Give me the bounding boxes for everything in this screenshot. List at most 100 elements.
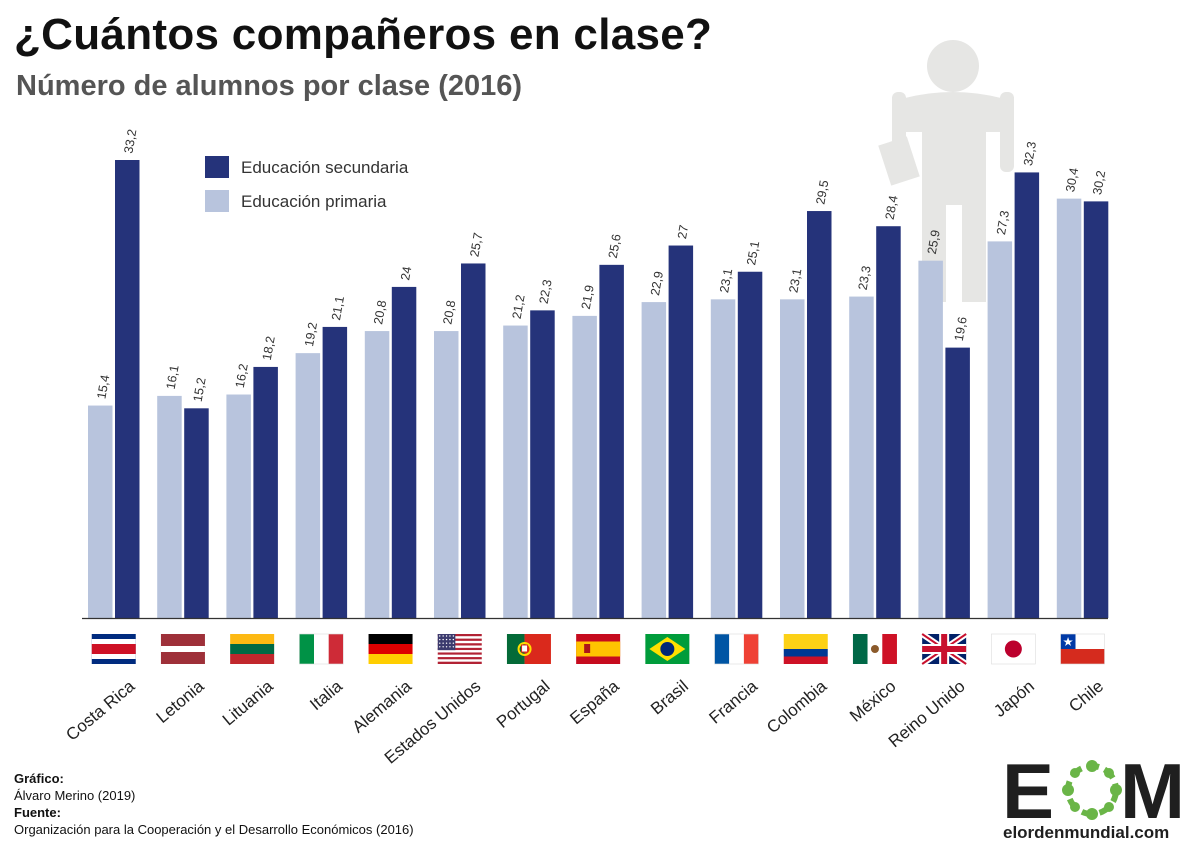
chart-subtitle: Número de alumnos por clase (2016) <box>16 70 523 102</box>
flag-germany-icon <box>368 634 413 664</box>
value-label-secondary: 15,2 <box>191 376 209 402</box>
value-label-primary: 16,1 <box>164 364 182 390</box>
flag-portugal-icon <box>506 634 551 664</box>
chart-title: ¿Cuántos compañeros en clase? <box>14 10 713 59</box>
bar-primary <box>157 395 182 618</box>
flag-japan-icon <box>991 633 1036 665</box>
category-label: Lituania <box>219 676 277 729</box>
value-label-secondary: 18,2 <box>260 335 278 361</box>
bar-primary <box>434 331 459 618</box>
bar-secondary <box>1014 172 1040 619</box>
category-label: Francia <box>705 676 761 727</box>
flag-usa-icon <box>437 634 482 664</box>
value-label-secondary: 24 <box>398 265 414 281</box>
bar-secondary <box>253 366 278 618</box>
category-label: México <box>846 677 899 726</box>
category-label: Letonia <box>153 676 208 727</box>
value-label-primary: 23,1 <box>786 267 804 293</box>
bar-primary <box>572 315 597 618</box>
grafico-label: Gráfico: <box>14 771 64 786</box>
value-label-primary: 21,2 <box>510 294 528 320</box>
value-label-primary: 22,9 <box>648 270 666 296</box>
value-label-secondary: 25,1 <box>744 240 762 266</box>
value-label-secondary: 22,3 <box>537 278 555 304</box>
value-label-primary: 30,4 <box>1063 167 1081 193</box>
value-label-secondary: 30,2 <box>1090 169 1108 195</box>
bar-primary <box>364 331 390 618</box>
bar-secondary <box>668 245 694 618</box>
legend-swatch-secondary <box>205 156 229 178</box>
bar-primary <box>780 299 805 618</box>
legend-swatch-primary <box>205 190 229 212</box>
bar-primary <box>88 405 113 618</box>
category-label: Italia <box>306 676 346 714</box>
grafico-value: Álvaro Merino (2019) <box>14 788 136 803</box>
bar-secondary <box>184 408 209 618</box>
value-label-secondary: 28,4 <box>883 194 901 220</box>
legend-label-primary: Educación primaria <box>241 192 387 211</box>
student-silhouette-icon <box>878 40 1014 302</box>
value-label-secondary: 27 <box>675 224 691 240</box>
bar-secondary <box>876 226 901 619</box>
bar-secondary <box>945 347 970 618</box>
bar-secondary <box>530 310 555 618</box>
category-label: Reino Unido <box>885 677 969 752</box>
value-label-primary: 15,4 <box>94 374 112 400</box>
flag-italy-icon <box>299 633 344 665</box>
flags <box>91 631 1105 667</box>
flag-brazil-icon <box>645 634 690 664</box>
bars <box>82 160 1109 620</box>
legend-label-secondary: Educación secundaria <box>241 158 409 177</box>
category-label: España <box>566 676 623 728</box>
legend: Educación secundaria Educación primaria <box>205 156 409 212</box>
bar-secondary <box>115 160 140 618</box>
bar-secondary <box>1083 201 1109 618</box>
category-label: Colombia <box>763 676 831 737</box>
bar-primary <box>295 353 321 618</box>
value-label-primary: 21,9 <box>579 284 597 310</box>
value-label-secondary: 32,3 <box>1021 140 1039 166</box>
value-label-secondary: 29,5 <box>813 179 831 205</box>
value-label-secondary: 25,6 <box>606 233 624 259</box>
bar-primary <box>849 296 874 618</box>
value-label-primary: 25,9 <box>925 229 943 255</box>
bar-secondary <box>391 286 417 618</box>
flag-lithuania-icon <box>230 634 275 664</box>
logo-globe-icon <box>1062 760 1122 820</box>
fuente-value: Organización para la Cooperación y el De… <box>14 822 414 837</box>
value-label-primary: 16,2 <box>233 363 251 389</box>
elordenmundial-logo: E M elordenmundial.com <box>1002 752 1185 842</box>
value-label-primary: 27,3 <box>994 209 1012 235</box>
category-label: Costa Rica <box>62 676 138 744</box>
value-label-secondary: 19,6 <box>952 316 970 342</box>
bar-secondary <box>461 263 486 618</box>
category-label: Brasil <box>647 677 692 719</box>
flag-spain-icon <box>576 634 621 664</box>
flag-costa-rica-icon <box>91 634 136 664</box>
flag-chile-icon <box>1060 633 1105 665</box>
value-label-secondary: 25,7 <box>467 232 485 258</box>
value-label-primary: 23,3 <box>856 265 874 291</box>
value-label-primary: 23,1 <box>717 267 735 293</box>
bar-primary <box>226 394 251 618</box>
fuente-label: Fuente: <box>14 805 61 820</box>
bar-primary <box>918 260 943 618</box>
category-labels: Costa Rica Letonia Lituania Italia Alemania E… <box>62 676 1107 767</box>
bar-secondary <box>737 271 763 618</box>
flag-france-icon <box>714 633 759 665</box>
category-label: Japón <box>990 677 1038 721</box>
bar-secondary <box>807 211 832 618</box>
value-label-primary: 20,8 <box>371 299 389 325</box>
flag-colombia-icon <box>783 634 828 664</box>
category-label: Chile <box>1065 677 1107 716</box>
flag-uk-icon <box>920 631 968 667</box>
credits: Gráfico: Álvaro Merino (2019) Fuente: Or… <box>14 770 414 838</box>
value-label-secondary: 21,1 <box>329 295 347 321</box>
bar-primary <box>987 241 1013 618</box>
category-label: Alemania <box>349 676 416 736</box>
bar-primary <box>1056 198 1082 618</box>
category-label: Portugal <box>493 677 554 732</box>
value-label-secondary: 33,2 <box>121 128 139 154</box>
logo-site: elordenmundial.com <box>1003 823 1169 842</box>
